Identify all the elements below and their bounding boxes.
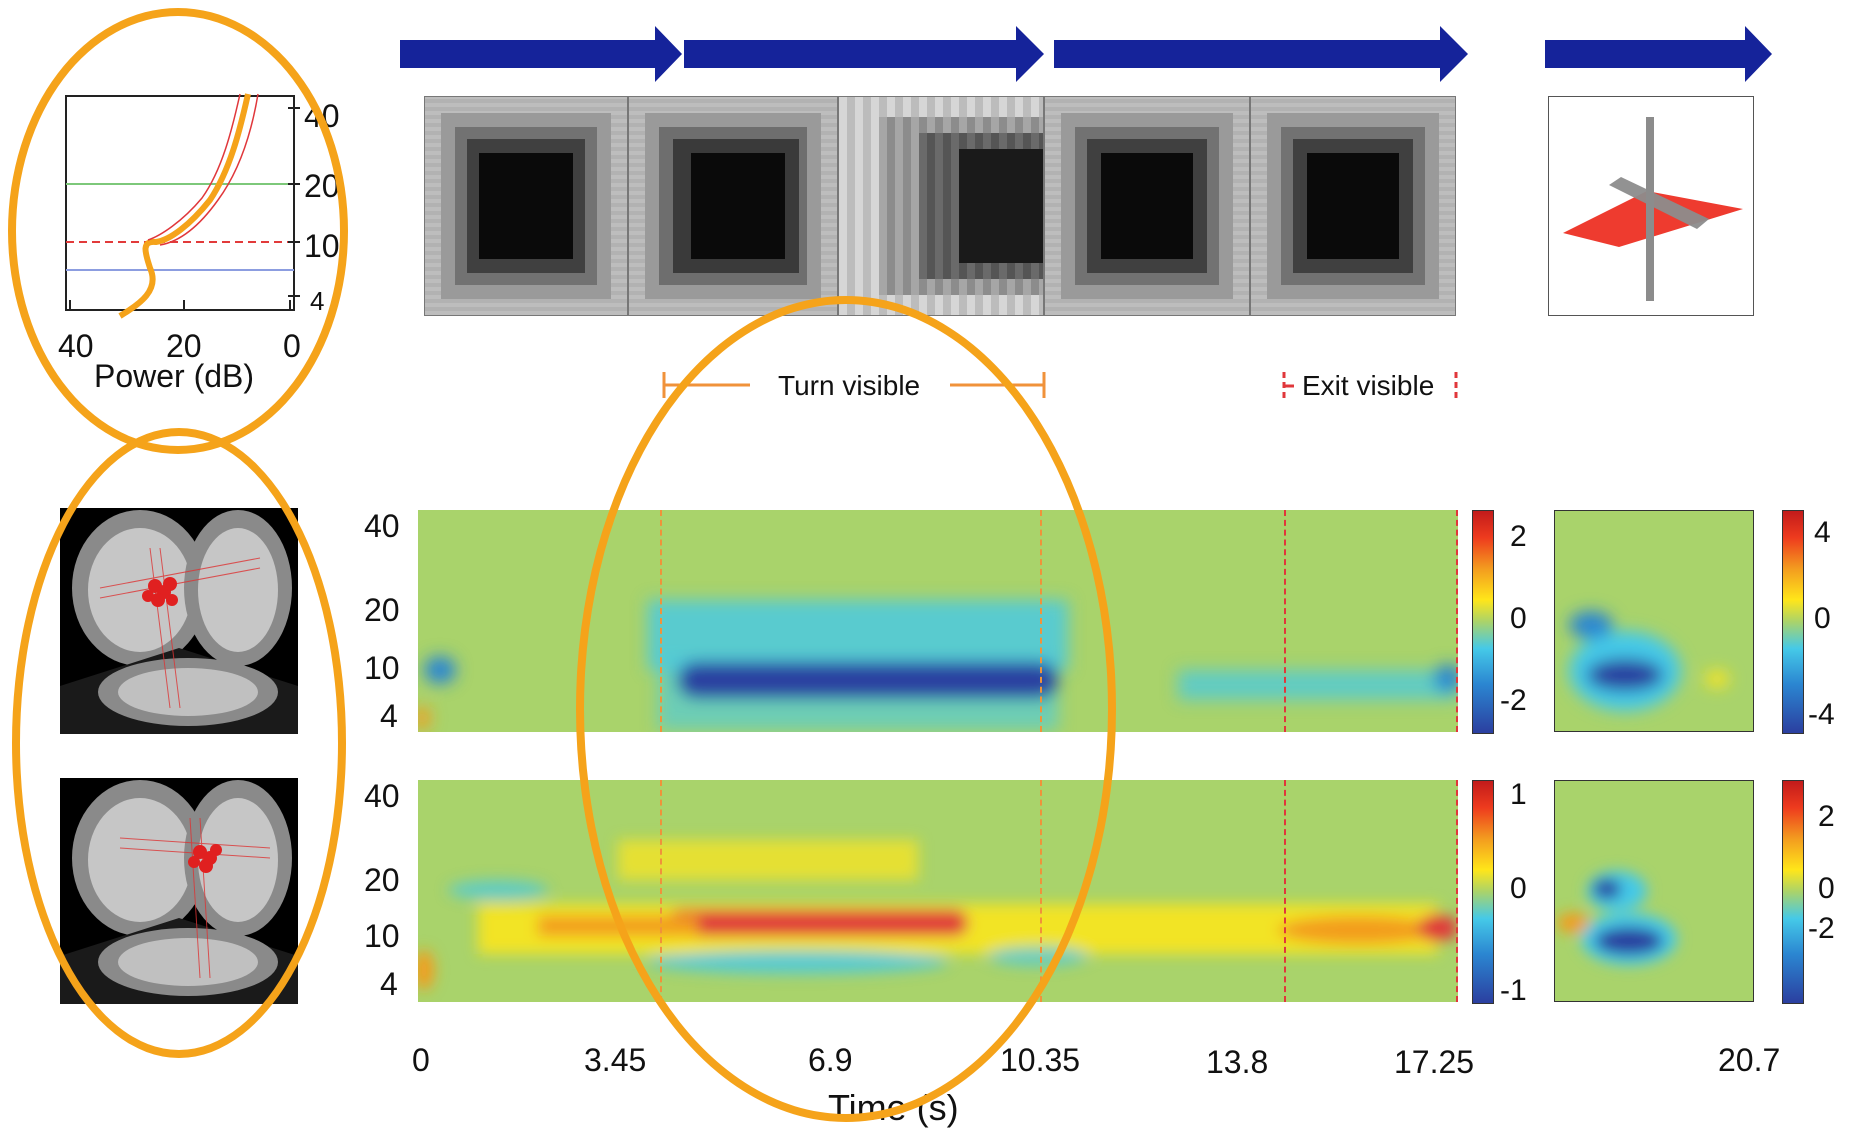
time-tick-0: 0: [412, 1042, 430, 1078]
cb-bottom-side-max: 2: [1818, 800, 1835, 833]
bottom-freq-tick-20: 20: [364, 862, 400, 898]
cb-top-side-mid: 0: [1814, 602, 1831, 635]
exit-marker-end-top: [1456, 510, 1458, 732]
highlight-oval-spectrum: [8, 8, 348, 454]
colorbar-bottom-side: [1782, 780, 1804, 1004]
ersp-top-side: [1554, 510, 1754, 732]
arrow-segment-1: [400, 26, 682, 82]
cb-bottom-main-min: -1: [1500, 974, 1527, 1007]
cb-bottom-main-mid: 0: [1510, 872, 1527, 905]
time-tick-17.25: 17.25: [1394, 1044, 1475, 1080]
exit-marker-start-top: [1284, 510, 1286, 732]
bottom-freq-tick-10: 10: [364, 918, 400, 954]
bottom-freq-tick-4: 4: [380, 966, 398, 1002]
colorbar-top-side: [1782, 510, 1804, 734]
tunnel-frame-2: [628, 96, 838, 316]
time-tick-13.8: 13.8: [1206, 1044, 1269, 1080]
orientation-icon: [1563, 117, 1743, 301]
cb-bottom-main-max: 1: [1510, 778, 1527, 811]
cb-top-main-max: 2: [1510, 520, 1527, 553]
exit-marker-end-bottom: [1456, 780, 1458, 1002]
cb-bottom-side-min: -2: [1808, 912, 1835, 945]
colorbar-bottom-main: [1472, 780, 1494, 1004]
exit-visible-bracket: [1282, 372, 1458, 400]
cb-bottom-side-mid: 0: [1818, 872, 1835, 905]
arrow-segment-3: [1054, 26, 1468, 82]
top-freq-tick-20: 20: [364, 592, 400, 628]
time-tick-3.45: 3.45: [584, 1042, 647, 1078]
sequence-arrows: [400, 26, 1772, 82]
top-freq-tick-4: 4: [380, 698, 398, 734]
top-freq-tick-10: 10: [364, 650, 400, 686]
exit-visible-label: Exit visible: [1302, 370, 1435, 401]
time-tick-10.35: 10.35: [1000, 1042, 1081, 1078]
highlight-oval-turn: [576, 296, 1116, 1122]
highlight-oval-brain: [12, 428, 346, 1058]
cb-top-side-max: 4: [1814, 516, 1831, 549]
orientation-figure: [1548, 96, 1754, 316]
cb-top-main-min: -2: [1500, 684, 1527, 717]
exit-marker-start-bottom: [1284, 780, 1286, 1002]
tunnel-frame-3: [838, 96, 1044, 316]
arrow-segment-4: [1545, 26, 1772, 82]
tunnel-frame-4: [1044, 96, 1250, 316]
top-freq-tick-40: 40: [364, 508, 400, 544]
tunnel-frame-5: [1250, 96, 1456, 316]
cb-top-main-mid: 0: [1510, 602, 1527, 635]
bottom-freq-tick-40: 40: [364, 778, 400, 814]
colorbar-top-main: [1472, 510, 1494, 734]
time-tick-20.7: 20.7: [1718, 1042, 1781, 1078]
arrow-segment-2: [684, 26, 1044, 82]
tunnel-frame-1: [424, 96, 628, 316]
ersp-bottom-side: [1554, 780, 1754, 1002]
cb-top-side-min: -4: [1808, 698, 1835, 731]
